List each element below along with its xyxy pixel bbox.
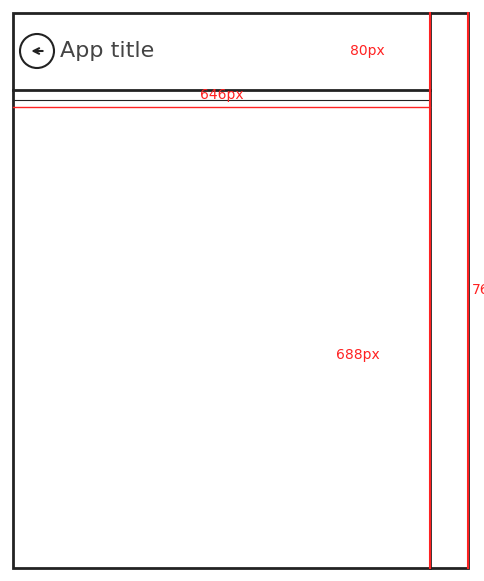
Text: 768px: 768px xyxy=(472,283,484,297)
Text: 688px: 688px xyxy=(336,348,380,362)
Text: 646px: 646px xyxy=(200,88,243,102)
Text: 80px: 80px xyxy=(350,44,385,58)
Text: App title: App title xyxy=(60,41,154,61)
Bar xyxy=(430,13,468,568)
Bar xyxy=(13,13,430,568)
